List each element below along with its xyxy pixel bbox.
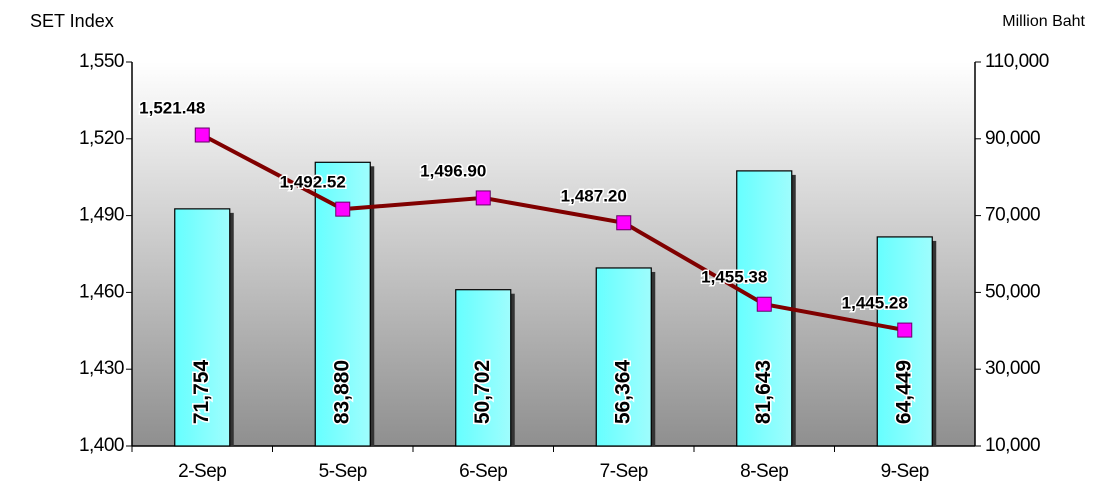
line-value-label: 1,521.48	[139, 98, 205, 117]
y2-axis-title: Million Baht	[1002, 13, 1085, 30]
x-tick-label: 2-Sep	[178, 461, 226, 482]
line-marker	[756, 296, 772, 312]
line-value-label: 1,496.90	[420, 161, 486, 180]
x-tick-label: 7-Sep	[600, 461, 648, 482]
bar	[876, 236, 933, 447]
bar	[455, 289, 512, 447]
plot-background	[132, 62, 975, 446]
y-axis-title: SET Index	[30, 11, 114, 31]
bar-value-label: 83,880	[330, 360, 353, 424]
y-tick-label: 1,460	[79, 281, 124, 302]
y2-tick-label: 10,000	[985, 435, 1040, 456]
y2-tick-label: 110,000	[985, 51, 1049, 72]
x-tick-label: 8-Sep	[740, 461, 788, 482]
bar-value-label: 56,364	[611, 360, 634, 425]
bar-value-label: 50,702	[471, 360, 494, 424]
bar-value-label: 71,754	[190, 360, 213, 425]
y-tick-label: 1,400	[79, 435, 124, 456]
x-tick-label: 9-Sep	[881, 461, 929, 482]
y2-tick-label: 50,000	[985, 281, 1040, 302]
y2-tick-label: 90,000	[985, 128, 1040, 149]
line-marker	[475, 190, 491, 206]
line-marker	[616, 215, 632, 231]
line-value-label: 1,492.52	[280, 173, 346, 192]
x-tick-label: 6-Sep	[459, 461, 507, 482]
line	[201, 133, 906, 333]
line-marker	[897, 322, 913, 338]
y-tick-label: 1,520	[79, 128, 124, 149]
y-tick-label: 1,430	[79, 358, 124, 379]
y-tick-label: 1,550	[79, 51, 124, 72]
y-tick-label: 1,490	[79, 205, 124, 226]
x-tick-label: 5-Sep	[319, 461, 367, 482]
bar	[174, 208, 231, 447]
line-marker	[194, 127, 210, 143]
y2-tick-label: 70,000	[985, 205, 1040, 226]
bar	[595, 267, 652, 447]
bar-value-label: 64,449	[892, 360, 915, 424]
line-value-label: 1,487.20	[561, 186, 627, 205]
bar-value-label: 81,643	[752, 360, 775, 424]
line-marker	[335, 201, 351, 217]
y2-tick-label: 30,000	[985, 358, 1040, 379]
line-value-label: 1,445.28	[842, 294, 908, 313]
line-value-label: 1,455.38	[701, 268, 767, 287]
